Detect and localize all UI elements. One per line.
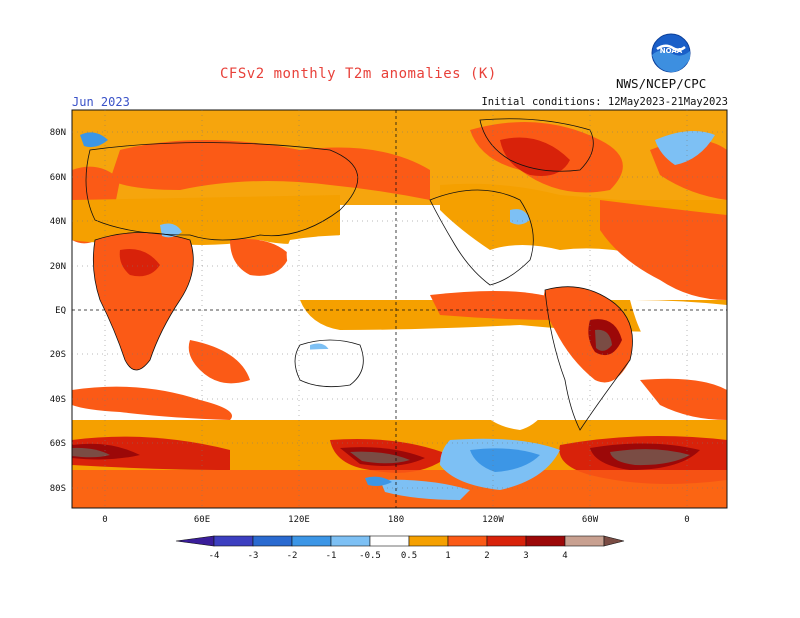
colorbar-segment	[291, 535, 332, 547]
colorbar-label: -3	[248, 551, 259, 561]
lon-label: 60E	[194, 515, 210, 525]
colorbar-segment	[369, 535, 410, 547]
colorbar-segment	[175, 535, 215, 547]
lon-label: 180	[388, 515, 404, 525]
lat-label: 20N	[50, 262, 66, 272]
colorbar-segment	[252, 535, 293, 547]
colorbar-label: -2	[287, 551, 298, 561]
colorbar-segment	[564, 535, 605, 547]
colorbar: -4 -3 -2 -1 -0.5 0.5 1 2 3 4	[175, 535, 625, 561]
colorbar-segment	[330, 535, 371, 547]
lat-label: 60S	[50, 439, 66, 449]
agency-label: NWS/NCEP/CPC	[616, 76, 707, 91]
lat-label: 40S	[50, 395, 66, 405]
lon-label: 0	[102, 515, 107, 525]
lat-label: EQ	[55, 306, 66, 316]
graticule	[72, 110, 727, 508]
colorbar-label: 3	[523, 551, 528, 561]
lat-label: 20S	[50, 350, 66, 360]
colorbar-segment	[525, 535, 566, 547]
colorbar-label: 1	[445, 551, 450, 561]
colorbar-segment	[447, 535, 488, 547]
colorbar-label: 4	[562, 551, 567, 561]
lat-label: 80S	[50, 484, 66, 494]
map-title: CFSv2 monthly T2m anomalies (K)	[220, 66, 497, 82]
noaa-logo: NOAA	[651, 33, 691, 73]
colorbar-label: -4	[209, 551, 220, 561]
colorbar-label: -1	[326, 551, 337, 561]
noaa-logo-text: NOAA	[660, 47, 683, 55]
lon-label: 0	[684, 515, 689, 525]
colorbar-segment	[486, 535, 527, 547]
colorbar-label: -0.5	[359, 551, 381, 561]
colorbar-segment	[408, 535, 449, 547]
initial-conditions: Initial conditions: 12May2023-21May2023	[481, 96, 728, 108]
colorbar-label: 2	[484, 551, 489, 561]
colorbar-segment	[603, 535, 625, 547]
lat-label: 60N	[50, 173, 66, 183]
lat-label: 80N	[50, 128, 66, 138]
lon-label: 120E	[288, 515, 310, 525]
colorbar-label: 0.5	[401, 551, 417, 561]
lon-label: 60W	[582, 515, 599, 525]
lon-label: 120W	[482, 515, 504, 525]
lat-label: 40N	[50, 217, 66, 227]
colorbar-segment	[213, 535, 254, 547]
map-frame	[71, 109, 728, 509]
map-fill-layer	[72, 110, 727, 508]
forecast-month: Jun 2023	[72, 95, 130, 109]
